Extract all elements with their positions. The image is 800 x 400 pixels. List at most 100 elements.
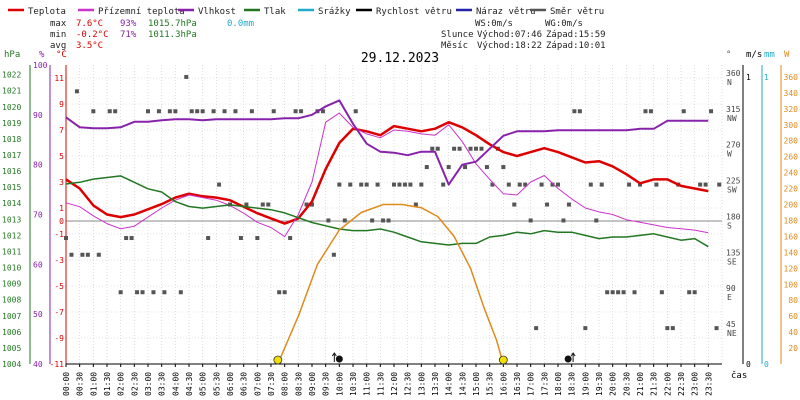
wind-dir-point: [162, 290, 167, 295]
tick-label-solar: 160: [784, 232, 799, 241]
tick-label-dir-name: N: [727, 78, 732, 87]
tick-label-solar: 140: [784, 248, 799, 257]
tick-label-time: 05:00: [199, 372, 208, 396]
wind-dir-point: [643, 109, 648, 114]
tick-label-dir-name: E: [727, 293, 732, 302]
tick-label-dir-name: S: [727, 221, 732, 230]
wind-dir-point: [457, 146, 462, 151]
tick-label-dir-deg: 270: [726, 141, 741, 150]
legend-label: Srážky: [318, 7, 351, 17]
tick-label-degc: 5: [59, 152, 64, 161]
stat-max-rain: 0.0mm: [227, 19, 254, 29]
legend-label: Rychlost větru: [376, 7, 452, 17]
wind-dir-point: [140, 290, 145, 295]
tick-label-solar: 320: [784, 105, 799, 114]
wind-dir-point: [572, 109, 577, 114]
wind-dir-point: [64, 236, 68, 241]
wind-dir-point: [550, 182, 555, 187]
wind-dir-point: [337, 182, 342, 187]
series-sluneční-svit: [277, 203, 505, 365]
tick-label-hpa: 1005: [2, 344, 21, 353]
wind-dir-point: [512, 202, 517, 207]
tick-label-hpa: 1013: [2, 215, 21, 224]
wind-dir-point: [698, 182, 703, 187]
wind-dir-point: [96, 252, 101, 257]
tick-label-time: 10:30: [349, 372, 358, 396]
wind-dir-point: [249, 109, 254, 114]
tick-label-degc: 9: [59, 100, 64, 109]
wind-dir-point: [375, 182, 380, 187]
tick-label-dir-name: SE: [727, 257, 737, 266]
tick-label-degc: 1: [59, 204, 64, 213]
tick-label-degc: -3: [54, 256, 64, 265]
wind-dir-point: [435, 146, 440, 151]
grid: [65, 65, 723, 365]
wind-dir-point: [80, 252, 85, 257]
wind-dir-point: [146, 109, 150, 114]
unit-deg: °: [726, 50, 731, 60]
tick-label-solar: 280: [784, 137, 799, 146]
tick-label-solar: 20: [788, 344, 798, 353]
wind-dir-point: [703, 182, 708, 187]
wind-dir-point: [545, 202, 550, 207]
tick-label-pct: 60: [33, 260, 43, 269]
stat-avg-temp: 3.5°C: [76, 41, 103, 51]
tick-label-time: 13:00: [417, 372, 426, 396]
tick-label-hpa: 1007: [2, 312, 21, 321]
wind-dir-point: [681, 109, 686, 114]
axes: 1004100510061007100810091010101110121013…: [2, 61, 798, 396]
stat-min-pressure: 1011.3hPa: [148, 30, 197, 40]
tick-label-time: 04:00: [171, 372, 180, 396]
wind-dir-point: [638, 182, 642, 187]
wind-dir-point: [266, 202, 271, 207]
tick-label-time: 23:30: [704, 372, 713, 396]
moon-arrow-head-icon: [331, 352, 337, 357]
wind-dir-point: [419, 182, 424, 187]
stat-max-humidity: 93%: [120, 19, 137, 29]
tick-label-time: 02:00: [117, 372, 126, 396]
wind-dir-point: [364, 182, 369, 187]
stat-min-humidity: 71%: [120, 30, 137, 40]
wind-dir-point: [484, 165, 489, 170]
stat-avg-label: avg: [50, 41, 66, 51]
tick-label-ms: 1: [746, 73, 751, 82]
wind-dir-point: [178, 290, 183, 295]
stat-max-label: max: [50, 19, 67, 29]
stat-min-label: min: [50, 30, 66, 40]
series-tlak: [65, 175, 709, 248]
wind-dir-point: [304, 202, 309, 207]
info-ws: WS:0m/s: [475, 19, 513, 29]
tick-label-hpa: 1010: [2, 264, 21, 273]
tick-label-hpa: 1019: [2, 119, 21, 128]
tick-label-time: 15:00: [472, 372, 481, 396]
wind-dir-point: [124, 236, 129, 241]
tick-label-degc: 11: [54, 74, 64, 83]
tick-label-time: 14:00: [445, 372, 454, 396]
wind-dir-point: [561, 218, 566, 223]
wind-dir-point: [523, 182, 528, 187]
wind-dir-point: [135, 290, 140, 295]
wind-dir-point: [402, 182, 407, 187]
wind-dir-point: [293, 109, 298, 114]
tick-label-hpa: 1020: [2, 103, 21, 112]
wind-dir-point: [233, 109, 238, 114]
tick-label-dir-deg: 225: [726, 177, 741, 186]
wind-dir-point: [91, 109, 96, 114]
unit-mm: mm: [764, 50, 775, 60]
tick-label-time: 22:00: [663, 372, 672, 396]
tick-label-degc: -5: [54, 282, 64, 291]
wind-dir-point: [217, 182, 222, 187]
tick-label-hpa: 1016: [2, 167, 21, 176]
wind-dir-point: [211, 109, 216, 114]
tick-label-time: 21:30: [650, 372, 659, 396]
tick-label-degc: -7: [54, 308, 64, 317]
series-vlhkost: [65, 99, 709, 186]
legend-label: Tlak: [264, 7, 286, 17]
tick-label-time: 20:30: [622, 372, 631, 396]
wind-dir-point: [446, 165, 451, 170]
wind-dir-point: [200, 109, 205, 114]
tick-label-time: 09:30: [322, 372, 331, 396]
tick-label-pct: 40: [33, 360, 43, 369]
tick-label-solar: 240: [784, 169, 799, 178]
